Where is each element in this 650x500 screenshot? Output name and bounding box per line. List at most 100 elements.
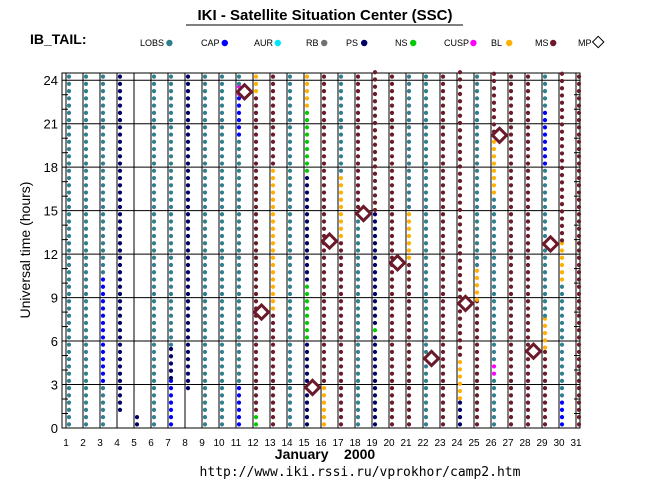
region-point <box>83 74 89 79</box>
region-point <box>372 357 378 362</box>
day-track-25 <box>474 74 480 427</box>
region-point <box>219 299 225 304</box>
region-point <box>253 89 259 94</box>
region-point <box>355 204 361 210</box>
day-track-28 <box>525 74 531 427</box>
region-point <box>253 197 259 202</box>
region-point <box>236 349 242 355</box>
region-point <box>100 386 106 391</box>
region-point <box>236 262 242 268</box>
region-point <box>525 371 531 376</box>
region-point <box>508 219 514 224</box>
region-point <box>168 146 174 152</box>
region-point <box>559 173 565 178</box>
region-point <box>355 190 361 195</box>
region-point <box>168 277 174 282</box>
region-point <box>372 149 378 155</box>
region-point <box>287 378 293 384</box>
region-point <box>287 226 293 231</box>
region-point <box>219 320 225 326</box>
region-point <box>457 200 463 205</box>
region-point <box>253 386 259 391</box>
region-point <box>440 335 446 340</box>
region-point <box>525 262 531 268</box>
region-point <box>355 335 361 340</box>
region-point <box>287 255 293 260</box>
region-point <box>100 422 106 427</box>
region-point <box>202 146 208 152</box>
region-point <box>389 117 395 123</box>
region-point <box>355 248 361 253</box>
region-point <box>559 306 565 311</box>
region-point <box>66 393 72 398</box>
region-point <box>151 89 157 94</box>
region-point <box>389 393 395 398</box>
region-point <box>423 110 429 115</box>
region-point <box>355 74 361 79</box>
region-point <box>457 70 463 75</box>
region-point <box>423 277 429 282</box>
region-point <box>355 103 361 108</box>
region-point <box>474 393 480 398</box>
x-tick-label: 8 <box>182 438 188 449</box>
region-point <box>66 110 72 115</box>
region-point <box>372 157 378 162</box>
region-point <box>321 110 327 115</box>
chart-subtitle: IB_TAIL: <box>30 31 87 47</box>
day-track-17 <box>338 74 344 427</box>
day-track-5 <box>134 415 140 427</box>
region-point <box>389 364 395 369</box>
region-point <box>151 270 157 275</box>
region-point <box>304 132 310 137</box>
region-point <box>474 290 480 295</box>
region-point <box>202 407 208 412</box>
region-point <box>219 357 225 362</box>
region-point <box>355 110 361 115</box>
region-point <box>287 183 293 188</box>
region-point <box>100 415 106 420</box>
region-point <box>542 110 548 115</box>
region-point <box>491 122 497 127</box>
region-point <box>389 349 395 355</box>
region-point <box>287 291 293 297</box>
region-point <box>185 241 191 246</box>
region-point <box>457 99 463 104</box>
region-point <box>491 349 497 355</box>
region-point <box>406 110 412 115</box>
region-point <box>389 132 395 137</box>
region-point <box>134 415 140 420</box>
region-point <box>304 139 310 144</box>
region-point <box>423 241 429 246</box>
region-point <box>423 422 429 427</box>
region-point <box>576 415 582 420</box>
region-point <box>202 320 208 326</box>
x-axis: 1 2 3 4 5 6 7 8 9 10 11 12 13 14 15 16 17 18 19 20 21 22 23 24 2… <box>63 438 582 449</box>
region-point <box>151 422 157 427</box>
region-point <box>185 183 191 188</box>
region-point <box>100 255 106 260</box>
region-point <box>270 284 276 289</box>
region-point <box>576 357 582 362</box>
region-point <box>287 204 293 210</box>
region-point <box>406 219 412 224</box>
region-point <box>491 320 497 326</box>
region-point <box>559 216 565 221</box>
region-point <box>576 277 582 282</box>
region-point <box>287 407 293 412</box>
day-track-9 <box>202 74 208 427</box>
region-point <box>151 212 157 217</box>
x-tick-label: 16 <box>315 438 327 449</box>
region-point <box>66 197 72 202</box>
region-point <box>525 291 531 297</box>
region-point <box>423 291 429 297</box>
region-point <box>372 193 378 198</box>
region-point <box>304 103 310 108</box>
region-point <box>202 219 208 224</box>
region-point <box>508 371 514 376</box>
region-point <box>66 132 72 137</box>
region-point <box>83 241 89 246</box>
region-point <box>185 320 191 326</box>
day-track-31 <box>576 74 582 427</box>
region-point <box>542 313 548 318</box>
region-point <box>542 219 548 224</box>
